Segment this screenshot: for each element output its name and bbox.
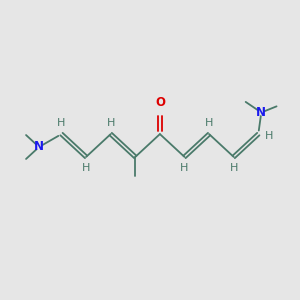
Text: H: H — [180, 163, 189, 173]
Text: H: H — [265, 130, 273, 141]
Text: H: H — [57, 118, 66, 128]
Text: O: O — [155, 97, 165, 110]
Text: H: H — [82, 163, 90, 173]
Text: H: H — [205, 118, 213, 128]
Text: H: H — [106, 118, 115, 128]
Text: N: N — [256, 106, 266, 119]
Text: N: N — [34, 140, 44, 154]
Text: H: H — [230, 163, 238, 173]
